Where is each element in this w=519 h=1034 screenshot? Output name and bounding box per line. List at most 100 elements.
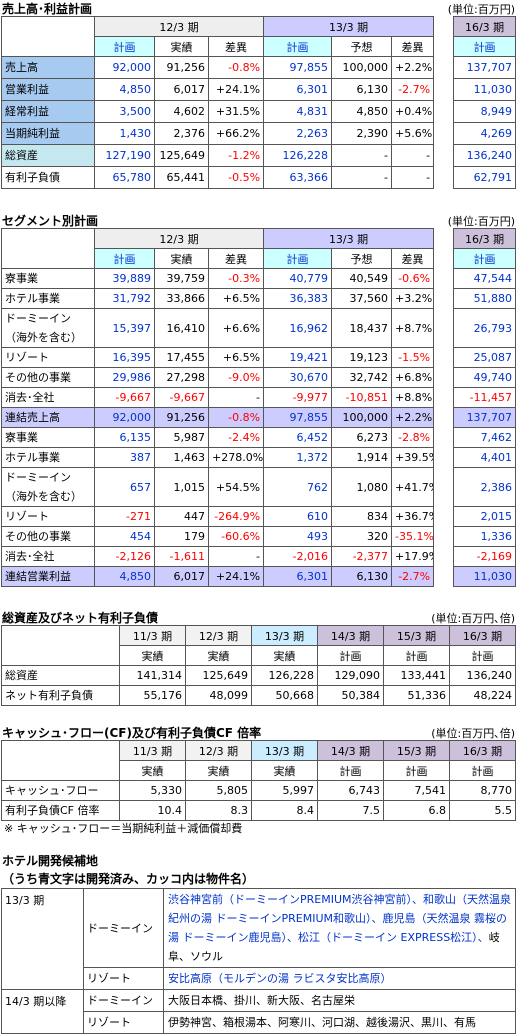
site-name: 和歌山（天然温泉紀州の湯 ドーミーインPREMIUM和歌山）、 xyxy=(168,893,512,925)
value-cell: 6.8 xyxy=(383,800,450,821)
row-label: 経常利益 xyxy=(1,100,95,123)
value-cell: +3.2% xyxy=(391,288,435,309)
data-row: その他の事業 29,986 27,298 -9.0% 30,670 32,742 +6.8%… xyxy=(1,367,517,388)
spacer xyxy=(433,367,454,388)
corner-cell xyxy=(1,16,95,57)
spacer xyxy=(433,566,454,587)
value-cell: -1,611 xyxy=(154,546,209,567)
value-cell: 47,544 xyxy=(453,268,517,289)
value-cell: 2,376 xyxy=(154,122,209,145)
value-cell: 8.3 xyxy=(185,800,252,821)
label-line: ドーミーイン xyxy=(5,312,71,325)
data-row: ネット有利子負債 55,176 48,099 50,668 50,384 51,336 48… xyxy=(1,685,516,706)
data-row: 寮事業 39,889 39,759 -0.3% 40,779 40,549 -0.6% 47,… xyxy=(1,268,517,289)
value-cell: -264.9% xyxy=(207,506,265,527)
value-cell: 19,421 xyxy=(263,347,333,368)
label-line: 総資産 xyxy=(5,669,38,682)
data-row: 経常利益 3,500 4,602 +31.5% 4,831 4,850 +0.4% 8,949 xyxy=(1,100,517,123)
value-cell: 136,240 xyxy=(453,144,517,167)
site-name: 渋谷神宮前（ドーミーインPREMIUM渋谷神宮前）、 xyxy=(168,893,424,906)
corner-cell xyxy=(1,740,120,781)
subheader-row: 実績 実績 実績 計画 計画 計画 xyxy=(2,645,516,666)
value-cell: 17,455 xyxy=(154,347,209,368)
value-cell: 40,549 xyxy=(331,268,393,289)
value-cell: 137,707 xyxy=(453,56,517,79)
value-cell: -2,169 xyxy=(453,546,517,567)
value-cell: 320 xyxy=(331,526,393,547)
value-cell: 36,383 xyxy=(263,288,333,309)
row-label: その他の事業 xyxy=(1,526,95,547)
label-line: 営業利益 xyxy=(5,83,49,96)
value-cell: -11,457 xyxy=(453,387,517,408)
value-cell: 27,298 xyxy=(154,367,209,388)
section-title: ホテル開発候補地 xyxy=(2,854,99,868)
data-row: 当期純利益 1,430 2,376 +66.2% 2,263 2,390 +5.6% 4,26… xyxy=(1,122,517,145)
value-cell: 16,410 xyxy=(154,308,209,348)
value-cell: 5,997 xyxy=(251,780,318,801)
spacer xyxy=(433,347,454,368)
value-cell: 91,256 xyxy=(154,56,209,79)
data-row: 消去･全社 -2,126-1,611--2,016-2,377+17.9% -2,1… xyxy=(1,546,517,567)
subheader: 計画 xyxy=(94,248,155,269)
value-cell: 6,130 xyxy=(331,566,393,587)
row-label: ドーミーイン （海外を含む） xyxy=(1,467,95,507)
label-line: 総資産 xyxy=(5,149,38,162)
spacer xyxy=(433,467,454,507)
value-cell: 6,452 xyxy=(263,427,333,448)
subheader: 計画 xyxy=(94,36,155,57)
value-cell: 92,000 xyxy=(94,407,155,428)
data-row: 有利子負債 65,780 65,441 -0.5% 63,366- -62,791 xyxy=(1,166,517,189)
site-name: 伊勢神宮、箱根湯本、阿寒川、河口湖、越後湯沢、黒川、有馬 xyxy=(168,1016,476,1029)
value-cell: 7.5 xyxy=(317,800,384,821)
value-cell: 6,017 xyxy=(154,78,209,101)
period-header: 12/3 期 xyxy=(185,740,252,761)
value-cell: 5.5 xyxy=(449,800,516,821)
spacer xyxy=(433,288,454,309)
subheader: 計画 xyxy=(383,760,450,781)
site-row: 14/3 期以降 ドーミーイン 大阪日本橋、掛川、新大阪、名古屋栄 xyxy=(1,989,516,1034)
subheader: 差異 xyxy=(391,36,435,57)
data-row: 寮事業 6,135 5,987 -2.4% 6,452 6,273 -2.8% 7,462 xyxy=(1,427,517,448)
period-cell: 14/3 期以降 xyxy=(1,989,84,1034)
row-label: 寮事業 xyxy=(1,268,95,289)
value-cell: 4,850 xyxy=(94,78,155,101)
spacer xyxy=(433,526,454,547)
value-cell: 6,130 xyxy=(331,78,393,101)
value-cell: +6.5% xyxy=(207,288,265,309)
value-cell: +24.1% xyxy=(207,78,265,101)
period-header: 16/3 期 xyxy=(449,740,516,761)
value-cell: 37,560 xyxy=(331,288,393,309)
row-label: 売上高 xyxy=(1,56,95,79)
value-cell: +278.0% xyxy=(207,447,265,468)
spacer xyxy=(433,427,454,448)
data-row: ホテル事業 31,792 33,866 +6.5% 36,383 37,560 +3.2% 5… xyxy=(1,288,517,309)
subheader: 計画 xyxy=(449,645,516,666)
value-cell: 1,080 xyxy=(331,467,393,507)
value-cell: 4,850 xyxy=(94,566,155,587)
period-header: 13/3 期 xyxy=(251,740,318,761)
value-cell: 137,707 xyxy=(453,407,517,428)
label-line: 有利子負債 xyxy=(5,171,60,184)
value-cell: 63,366 xyxy=(263,166,333,189)
value-cell: 5,987 xyxy=(154,427,209,448)
brand-cell: リゾート xyxy=(83,967,164,990)
value-cell: 11,030 xyxy=(453,566,517,587)
spacer xyxy=(433,16,454,57)
label-line: 寮事業 xyxy=(5,272,38,285)
value-cell: 65,780 xyxy=(94,166,155,189)
spacer xyxy=(433,268,454,289)
value-cell: 387 xyxy=(94,447,155,468)
spacer xyxy=(433,387,454,408)
value-cell: 7,541 xyxy=(383,780,450,801)
value-cell: 50,668 xyxy=(251,685,318,706)
value-cell: -1.2% xyxy=(207,144,265,167)
value-cell: +2.2% xyxy=(391,407,435,428)
data-row: 総資産 141,314 125,649 126,228 129,090 133,441 13… xyxy=(1,665,516,686)
value-cell: - xyxy=(207,546,265,567)
value-cell: - xyxy=(391,144,435,167)
period-header: 16/3 期 xyxy=(449,625,516,646)
value-cell: 834 xyxy=(331,506,393,527)
subheader: 計画 xyxy=(453,36,517,57)
data-row: 消去･全社 -9,667 -9,667- -9,977 -10,851 +8.8% -11,… xyxy=(1,387,517,408)
period-header: 11/3 期 xyxy=(119,740,186,761)
